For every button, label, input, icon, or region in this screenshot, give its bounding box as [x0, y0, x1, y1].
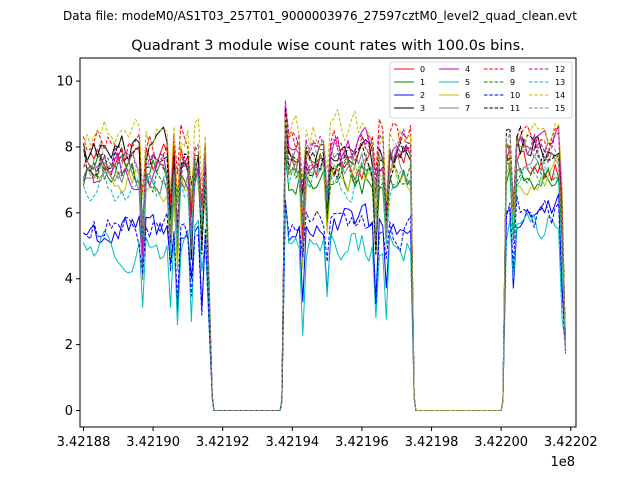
legend-label-0: 0	[420, 65, 425, 74]
legend-label-3: 3	[420, 104, 425, 113]
y-tick-label: 0	[65, 404, 73, 419]
x-tick-label: 3.42200	[474, 435, 528, 450]
x-tick-label: 3.42198	[405, 435, 459, 450]
x-tick-label: 3.42192	[196, 435, 250, 450]
chart-suptitle: Data file: modeM0/AS1T03_257T01_90000039…	[63, 9, 577, 23]
legend-label-6: 6	[465, 91, 470, 100]
lines-layer	[82, 100, 567, 412]
legend-label-1: 1	[420, 78, 425, 87]
legend-label-15: 15	[555, 104, 565, 113]
series-line-11	[82, 107, 567, 412]
legend-label-9: 9	[510, 78, 515, 87]
y-tick-label: 6	[65, 206, 73, 221]
y-tick-label: 10	[56, 75, 73, 90]
legend-label-7: 7	[465, 104, 470, 113]
series-line-5	[83, 200, 567, 412]
y-tick-label: 4	[65, 272, 73, 287]
x-axis: 3.42188 3.42190 3.42192 3.42194 3.42196 3.421…	[57, 427, 598, 450]
series-line-7	[83, 141, 567, 412]
x-offset-label: 1e8	[550, 455, 575, 470]
legend-label-11: 11	[510, 104, 520, 113]
legend-label-4: 4	[465, 65, 470, 74]
legend-label-14: 14	[555, 91, 565, 100]
legend-label-10: 10	[510, 91, 520, 100]
chart-title: Quadrant 3 module wise count rates with …	[131, 38, 525, 54]
series-line-14	[82, 109, 567, 412]
legend-label-13: 13	[555, 78, 565, 87]
plot-area	[80, 58, 576, 427]
series-line-15	[83, 121, 567, 412]
legend-label-5: 5	[465, 78, 470, 87]
x-tick-label: 3.42188	[57, 435, 111, 450]
plot-frame	[79, 57, 577, 428]
series-line-12	[83, 100, 567, 412]
legend-label-2: 2	[420, 91, 425, 100]
y-tick-label: 2	[65, 338, 73, 353]
legend-box	[389, 61, 573, 119]
x-tick-label: 3.42196	[335, 435, 389, 450]
y-tick-label: 8	[65, 140, 73, 155]
x-tick-label: 3.42202	[544, 435, 598, 450]
y-axis: 0 2 4 6 8 10	[56, 75, 80, 419]
x-tick-label: 3.42190	[126, 435, 180, 450]
x-tick-label: 3.42194	[265, 435, 319, 450]
legend-label-12: 12	[555, 65, 565, 74]
series-line-10	[83, 195, 567, 412]
legend-label-8: 8	[510, 65, 515, 74]
